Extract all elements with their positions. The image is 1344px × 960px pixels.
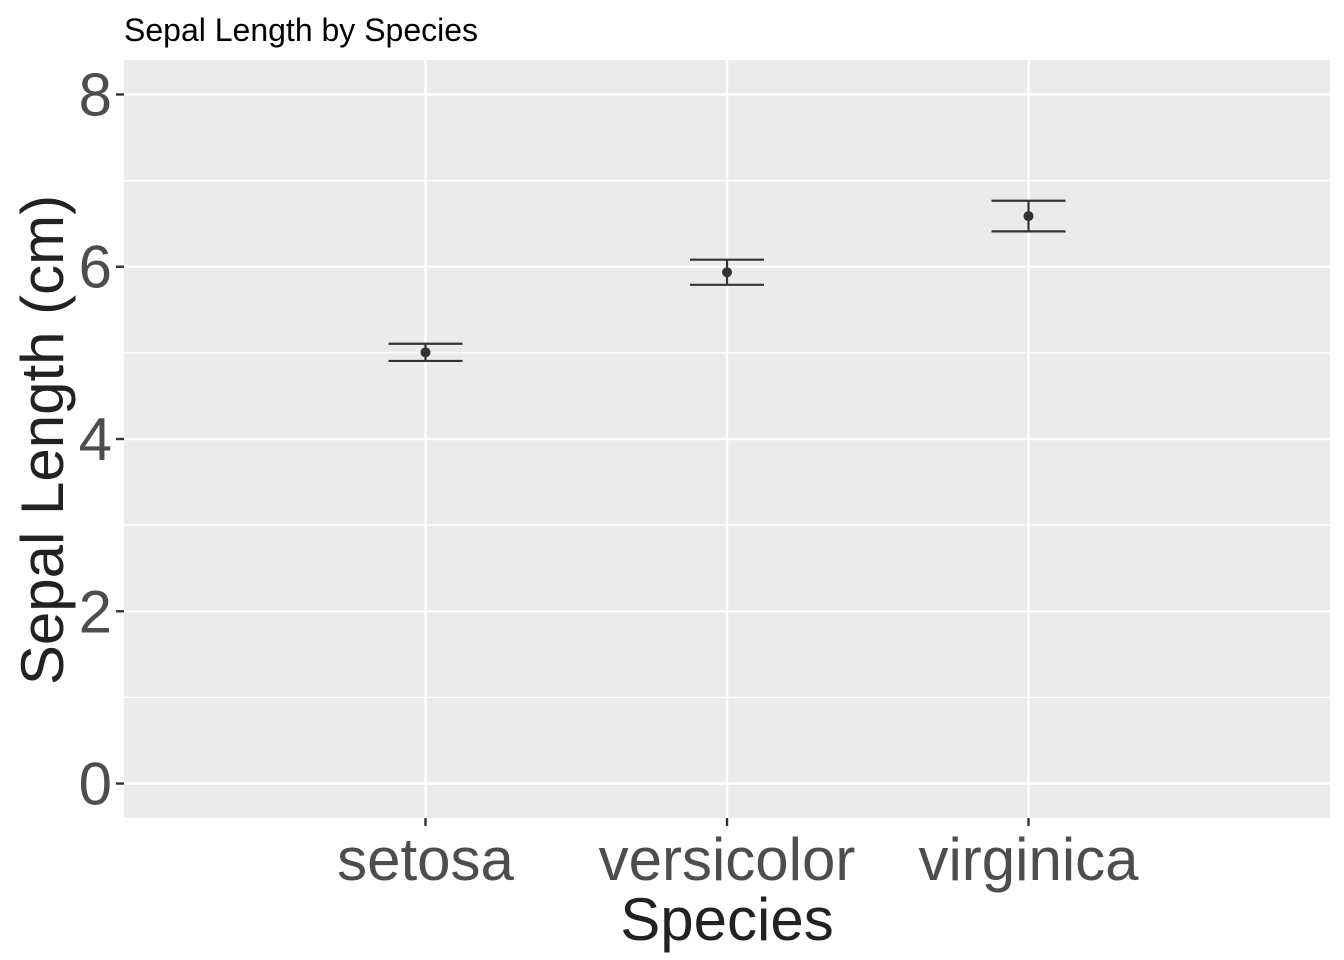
y-tick-label: 2: [79, 578, 112, 645]
data-point: [420, 347, 431, 358]
axis-ticks: 0 2 4 6 8 setosa versicolor virginica: [79, 61, 1140, 893]
data-marks: [388, 199, 1066, 363]
x-axis-title: Species: [620, 886, 833, 953]
y-tick-label: 6: [79, 234, 112, 301]
y-tick-label: 8: [79, 61, 112, 128]
x-tick-label: virginica: [918, 826, 1139, 893]
grid-lines: [124, 60, 1330, 818]
data-point: [722, 267, 732, 278]
y-axis-title: Sepal Length (cm): [9, 195, 76, 685]
y-tick-label: 4: [79, 406, 112, 473]
x-tick-label: versicolor: [599, 826, 856, 893]
chart-title: Sepal Length by Species: [124, 12, 478, 48]
x-tick-label: setosa: [337, 826, 514, 893]
y-tick-label: 0: [79, 751, 112, 818]
data-point: [1023, 211, 1034, 222]
